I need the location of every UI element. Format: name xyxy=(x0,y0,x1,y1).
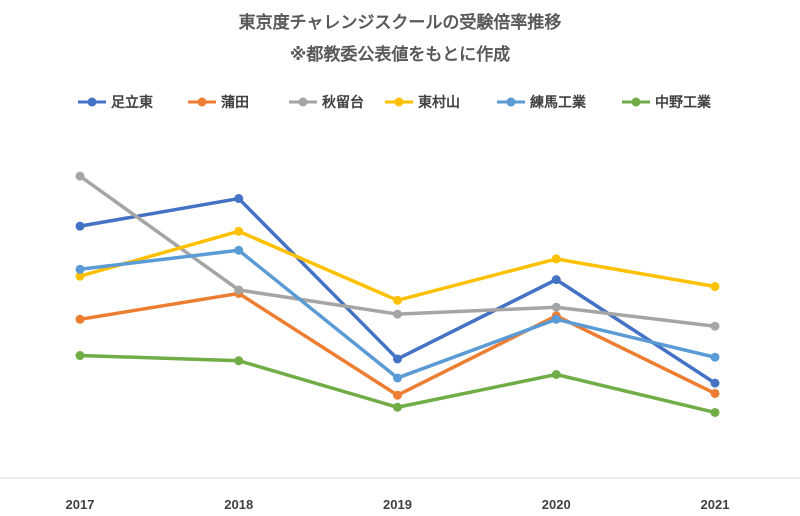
data-point xyxy=(393,390,402,400)
series xyxy=(75,351,720,417)
legend-swatch-marker xyxy=(197,97,207,107)
data-point xyxy=(75,221,85,231)
data-point xyxy=(234,285,244,295)
data-point xyxy=(710,321,720,331)
legend-label: 秋留台 xyxy=(322,94,364,111)
data-point xyxy=(393,402,402,412)
data-point xyxy=(393,309,402,319)
data-point xyxy=(234,356,244,366)
data-point xyxy=(75,314,85,324)
data-point xyxy=(710,378,720,388)
legend-item: 秋留台 xyxy=(289,94,364,111)
legend-swatch-marker xyxy=(631,97,641,107)
plot-area xyxy=(75,171,720,417)
data-point xyxy=(551,314,561,324)
x-tick-label: 2017 xyxy=(66,497,95,512)
data-point xyxy=(393,354,402,364)
x-tick-label: 2021 xyxy=(701,497,730,512)
data-point xyxy=(551,302,561,312)
data-point xyxy=(710,388,720,398)
legend-swatch-marker xyxy=(87,97,97,107)
data-point xyxy=(75,171,85,181)
x-tick-label: 2020 xyxy=(542,497,571,512)
chart-subtitle: ※都教委公表値をもとに作成 xyxy=(290,44,510,65)
series xyxy=(75,171,720,331)
data-point xyxy=(393,373,402,383)
data-point xyxy=(75,351,85,361)
data-point xyxy=(551,275,561,285)
legend-label: 中野工業 xyxy=(655,94,712,111)
legend-item: 東村山 xyxy=(385,94,460,111)
data-point xyxy=(710,407,720,417)
legend-item: 足立東 xyxy=(78,94,153,111)
data-point xyxy=(234,245,244,255)
legend-swatch-marker xyxy=(506,97,516,107)
data-point xyxy=(710,282,720,292)
chart-title: 東京度チャレンジスクールの受験倍率推移 xyxy=(239,12,562,33)
series xyxy=(75,226,720,305)
legend-item: 蒲田 xyxy=(188,94,249,111)
legend: 足立東 蒲田 秋留台 東村山 練馬工業 中野工業 xyxy=(78,94,712,111)
series-line xyxy=(78,229,717,303)
legend-swatch-marker xyxy=(298,97,308,107)
series xyxy=(75,288,720,400)
data-point xyxy=(234,226,244,236)
data-point xyxy=(393,295,402,305)
legend-label: 練馬工業 xyxy=(530,94,587,111)
legend-label: 蒲田 xyxy=(221,94,249,111)
data-point xyxy=(551,254,561,264)
x-tick-label: 2018 xyxy=(224,497,253,512)
data-point xyxy=(551,370,561,379)
legend-label: 東村山 xyxy=(418,94,460,111)
data-point xyxy=(710,352,720,362)
legend-label: 足立東 xyxy=(111,94,153,111)
legend-item: 練馬工業 xyxy=(497,94,587,111)
x-axis-ticks: 2017 2018 2019 2020 2021 xyxy=(66,497,730,512)
x-tick-label: 2019 xyxy=(383,497,412,512)
data-point xyxy=(75,271,85,281)
data-point xyxy=(234,194,244,204)
data-point xyxy=(75,264,85,274)
legend-swatch-marker xyxy=(394,97,404,107)
legend-item: 中野工業 xyxy=(622,94,712,111)
series xyxy=(75,245,720,383)
